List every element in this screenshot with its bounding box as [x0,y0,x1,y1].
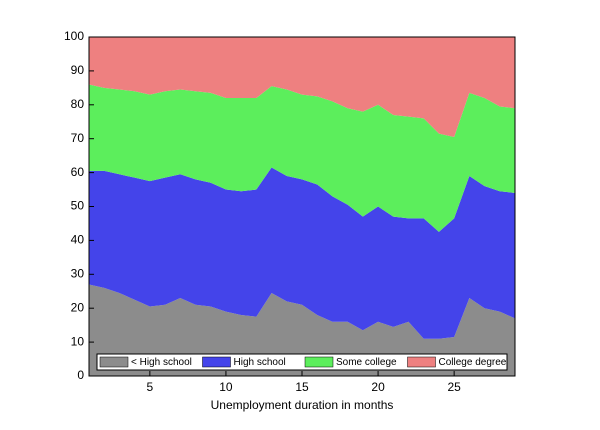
y-tick-label: 80 [71,97,85,111]
legend-swatch [99,356,129,368]
legend-label: College degree [439,357,507,368]
area [89,37,515,138]
legend-swatch [407,356,436,368]
y-tick-label: 60 [71,165,85,179]
y-tick-label: 10 [71,334,85,348]
x-axis-label: Unemployment duration in months [211,398,394,412]
legend-label: Some college [336,357,397,368]
x-tick-label: 25 [447,380,461,394]
y-tick-label: 30 [71,266,85,280]
area [89,284,515,376]
legend: < High school High school Some college Coll… [96,353,508,371]
area [89,167,515,339]
y-tick-label: 70 [71,131,85,145]
y-tick-label: 100 [64,29,84,43]
y-tick-label: 40 [71,233,85,247]
legend-label: < High school [131,357,192,368]
x-tick-label: 10 [219,380,233,394]
y-tick-label: 20 [71,300,85,314]
x-tick-label: 20 [371,380,385,394]
area [89,84,515,232]
x-tick-label: 15 [295,380,309,394]
x-tick-label: 5 [147,380,154,394]
legend-box [96,353,508,371]
y-tick-label: 50 [71,199,85,213]
legend-swatch [304,356,334,368]
legend-swatch [202,356,231,368]
y-tick-label: 0 [77,368,84,382]
y-tick-label: 90 [71,63,85,77]
legend-label: High school [234,357,286,368]
